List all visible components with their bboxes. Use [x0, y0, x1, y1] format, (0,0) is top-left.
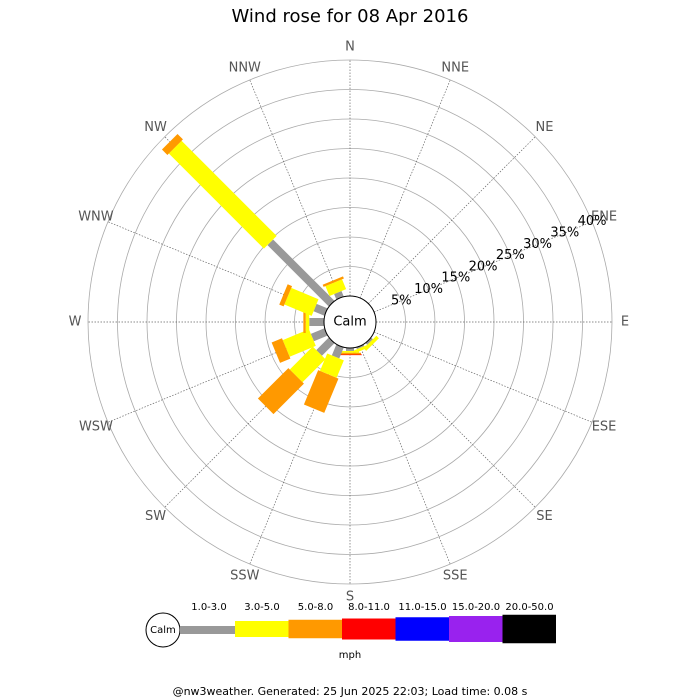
r-tick-label: 5% [391, 293, 412, 308]
legend-swatch [288, 619, 342, 639]
direction-label: SSW [230, 569, 260, 584]
direction-label: NE [535, 120, 553, 135]
chart-title: Wind rose for 08 Apr 2016 [232, 6, 469, 27]
bars [161, 133, 382, 415]
bar-segment [346, 348, 354, 351]
legend-label: 15.0-20.0 [452, 602, 500, 613]
bar-segment [271, 338, 291, 363]
legend-label: 1.0-3.0 [191, 602, 226, 613]
direction-label: WSW [79, 420, 113, 435]
legend-swatch [449, 616, 503, 642]
grid-ring [264, 236, 436, 408]
bar-segment [279, 284, 293, 307]
spoke [249, 79, 341, 299]
bar-segment [331, 344, 344, 359]
legend-label: 3.0-5.0 [244, 602, 279, 613]
direction-label: SE [536, 509, 552, 524]
direction-label: S [346, 590, 354, 605]
legend-label: 5.0-8.0 [298, 602, 333, 613]
calm-label: Calm [333, 315, 366, 330]
bar-segment [313, 303, 328, 316]
direction-label: NNE [441, 60, 469, 75]
bar-segment [316, 337, 335, 356]
direction-label: WNW [78, 209, 114, 224]
legend-label: 20.0-50.0 [505, 602, 553, 613]
bar-segment [289, 346, 326, 383]
direction-label: E [621, 315, 629, 330]
direction-label: ESE [592, 420, 617, 435]
bar-segment [322, 276, 344, 287]
bar-segment [341, 350, 359, 353]
bar-segment [310, 328, 328, 342]
legend-label: 8.0-11.0 [348, 602, 390, 613]
legend-swatch [235, 621, 289, 637]
bar-segment [257, 368, 304, 415]
bar-segment [356, 344, 365, 350]
bar-segment [305, 313, 310, 331]
spoke [368, 136, 536, 304]
spoke [373, 331, 593, 423]
direction-label: W [69, 315, 82, 330]
bar-segment [365, 337, 373, 345]
legend-swatch [342, 618, 396, 640]
bar-segment [161, 133, 183, 155]
bar-segment [303, 311, 306, 333]
legend-unit: mph [339, 650, 361, 661]
r-tick-label: 40% [578, 214, 607, 229]
bar-segment [338, 354, 362, 356]
spoke [359, 345, 451, 565]
bar-segment [282, 329, 316, 357]
grid-ring [87, 59, 613, 585]
legend-swatch [180, 626, 235, 634]
bar-segment [339, 352, 361, 355]
direction-label: SSE [443, 569, 468, 584]
direction-label: ENE [591, 209, 617, 224]
direction-label: NW [144, 120, 167, 135]
direction-label: N [345, 40, 355, 55]
r-tick-label: 25% [496, 248, 525, 263]
legend-swatch [395, 617, 449, 641]
r-tick-label: 10% [414, 282, 443, 297]
r-tick-label: 15% [441, 271, 470, 286]
calm-circle [323, 295, 377, 349]
r-tick-label: 20% [469, 259, 498, 274]
bar-segment [267, 239, 335, 307]
footer: @nw3weather. Generated: 25 Jun 2025 22:0… [173, 685, 528, 698]
bar-segment [325, 279, 347, 296]
r-tick-label: 30% [523, 237, 552, 252]
direction-label: SW [145, 509, 166, 524]
spoke [373, 221, 593, 313]
direction-label: NNW [229, 60, 261, 75]
legend-calm-label: Calm [150, 625, 176, 636]
bar-segment [303, 370, 339, 413]
legend-swatch [502, 614, 556, 644]
legend-label: 11.0-15.0 [398, 602, 446, 613]
spoke [368, 340, 536, 508]
legend: Calm 1.0-3.0 3.0-5.0 5.0-8.0 8.0-11.0 11.0-1… [145, 602, 556, 648]
bar-segment [284, 287, 319, 316]
r-tick-label: 35% [550, 226, 579, 241]
spoke [359, 79, 451, 299]
grid-ring [294, 266, 406, 378]
bar-segment [309, 318, 324, 326]
grid-ring [117, 89, 583, 555]
grid: N NNE NE ENE E ESE SE SSE S SSW SW WSW W WNW NW NNW 5%10… [69, 40, 630, 605]
bar-segment [319, 353, 344, 378]
bar-segment [168, 140, 277, 249]
